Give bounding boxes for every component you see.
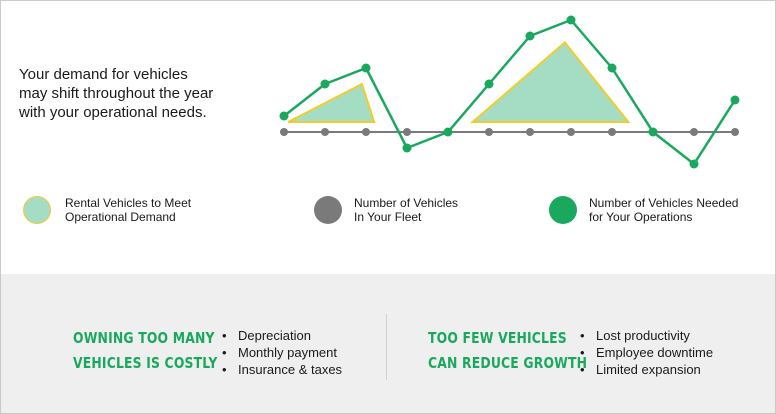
- legend-rental-label: Rental Vehicles to Meet Operational Dema…: [65, 196, 192, 224]
- needed-point: [525, 31, 535, 41]
- needed-point: [607, 63, 617, 73]
- fleet-point: [690, 128, 698, 136]
- needed-point: [361, 63, 371, 73]
- needed-line: [283, 18, 737, 166]
- needed-swatch-icon: [549, 196, 577, 224]
- legend-needed-label: Number of Vehicles Needed for Your Opera…: [589, 196, 739, 224]
- owning-costs-list: Depreciation Monthly payment Insurance &…: [220, 327, 342, 378]
- too-few-heading-line-1: TOO FEW VEHICLES: [428, 329, 567, 347]
- tradeoff-panel: OWNING TOO MANY VEHICLES IS COSTLY Depre…: [1, 274, 775, 413]
- needed-point: [566, 15, 576, 25]
- needed-point: [484, 79, 494, 89]
- intro-text: Your demand for vehicles may shift throu…: [19, 66, 214, 121]
- needed-point: [689, 159, 699, 169]
- list-item: Limited expansion: [578, 361, 713, 378]
- owning-too-many-heading: OWNING TOO MANY VEHICLES IS COSTLY: [73, 326, 218, 376]
- list-item: Employee downtime: [578, 344, 713, 361]
- too-few-heading-line-2: CAN REDUCE GROWTH: [428, 354, 588, 372]
- legend-needed: Number of Vehicles Needed for Your Opera…: [549, 196, 738, 224]
- too-few-heading: TOO FEW VEHICLES CAN REDUCE GROWTH: [428, 326, 587, 376]
- needed-point: [320, 79, 330, 89]
- needed-series: [279, 15, 740, 169]
- list-item: Depreciation: [220, 327, 342, 344]
- needed-point: [443, 127, 453, 137]
- fleet-point: [280, 128, 288, 136]
- legend-rental: Rental Vehicles to Meet Operational Dema…: [23, 196, 191, 224]
- fleet-point: [567, 128, 575, 136]
- demand-chart: [279, 15, 740, 169]
- rental-area: [287, 82, 376, 123]
- legend-fleet-label: Number of Vehicles In Your Fleet: [354, 196, 459, 224]
- rental-areas: [287, 40, 631, 123]
- rental-area: [469, 40, 631, 123]
- legend-fleet: Number of Vehicles In Your Fleet: [314, 196, 458, 224]
- needed-point: [279, 111, 289, 121]
- list-item: Lost productivity: [578, 327, 713, 344]
- owning-heading-line-1: OWNING TOO MANY: [73, 329, 215, 347]
- fleet-swatch-icon: [314, 196, 342, 224]
- too-few-effects-list: Lost productivity Employee downtime Limi…: [578, 327, 713, 378]
- panel-divider: [386, 314, 387, 380]
- fleet-point: [731, 128, 739, 136]
- list-item: Insurance & taxes: [220, 361, 342, 378]
- list-item: Monthly payment: [220, 344, 342, 361]
- fleet-point: [362, 128, 370, 136]
- fleet-point: [403, 128, 411, 136]
- needed-point: [648, 127, 658, 137]
- needed-point: [402, 143, 412, 153]
- fleet-point: [485, 128, 493, 136]
- rental-swatch-icon: [23, 196, 51, 224]
- fleet-series: [280, 128, 739, 136]
- needed-point: [730, 95, 740, 105]
- fleet-point: [608, 128, 616, 136]
- fleet-point: [526, 128, 534, 136]
- fleet-point: [321, 128, 329, 136]
- demand-section: Your demand for vehicles may shift throu…: [1, 1, 775, 274]
- owning-heading-line-2: VEHICLES IS COSTLY: [73, 354, 218, 372]
